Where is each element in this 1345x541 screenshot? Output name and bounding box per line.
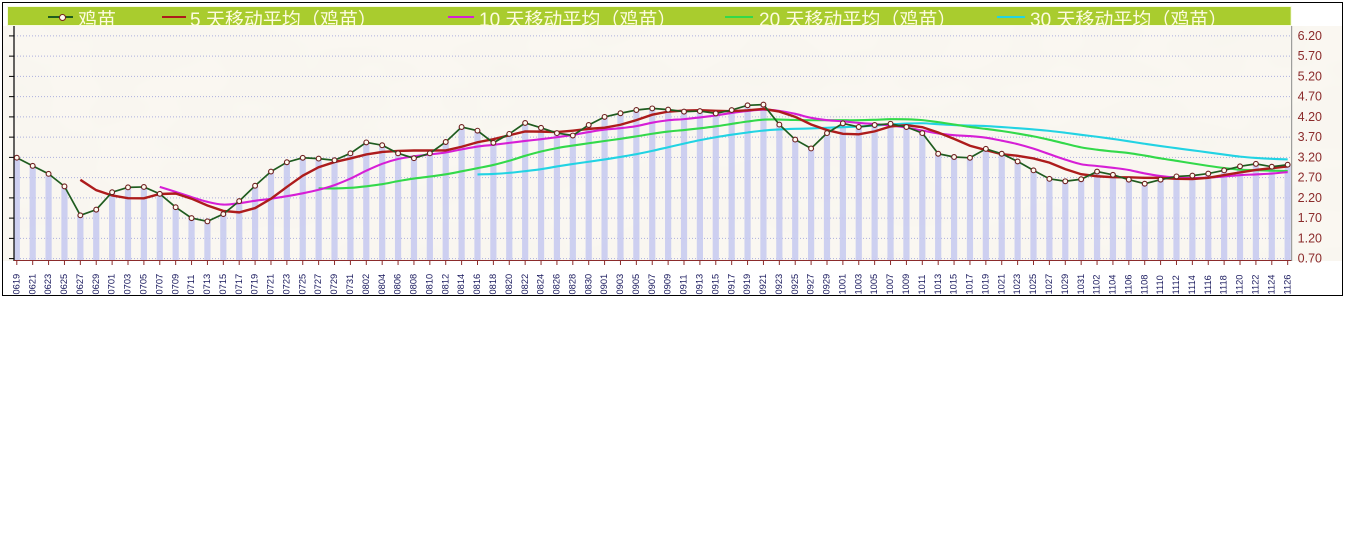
svg-text:1108: 1108 xyxy=(1139,275,1149,295)
svg-text:1013: 1013 xyxy=(933,274,943,295)
svg-text:0729: 0729 xyxy=(329,274,339,295)
svg-text:0705: 0705 xyxy=(138,274,148,295)
svg-text:2.70: 2.70 xyxy=(1298,171,1322,185)
svg-text:1106: 1106 xyxy=(1123,275,1133,295)
svg-text:0830: 0830 xyxy=(583,274,593,295)
svg-text:0905: 0905 xyxy=(631,274,641,295)
svg-text:0.70: 0.70 xyxy=(1298,252,1322,266)
svg-text:1003: 1003 xyxy=(853,274,863,295)
svg-text:0814: 0814 xyxy=(456,274,466,295)
svg-text:1015: 1015 xyxy=(949,274,959,295)
svg-text:1114: 1114 xyxy=(1187,275,1197,294)
svg-text:0929: 0929 xyxy=(822,274,832,295)
svg-text:0911: 0911 xyxy=(679,275,689,295)
svg-text:1005: 1005 xyxy=(869,274,879,295)
svg-text:0919: 0919 xyxy=(742,274,752,295)
svg-text:0925: 0925 xyxy=(790,274,800,295)
svg-text:4.20: 4.20 xyxy=(1298,110,1322,124)
svg-text:1112: 1112 xyxy=(1171,275,1181,294)
svg-text:0623: 0623 xyxy=(43,274,53,295)
svg-text:1021: 1021 xyxy=(996,274,1006,295)
svg-text:1029: 1029 xyxy=(1060,274,1070,295)
svg-text:0921: 0921 xyxy=(758,274,768,295)
svg-text:0703: 0703 xyxy=(123,274,133,295)
svg-text:0816: 0816 xyxy=(472,274,482,295)
svg-text:5.70: 5.70 xyxy=(1298,49,1322,63)
svg-text:0822: 0822 xyxy=(520,274,530,295)
svg-text:0701: 0701 xyxy=(107,274,117,295)
svg-text:0619: 0619 xyxy=(11,274,21,295)
svg-text:0826: 0826 xyxy=(552,274,562,295)
svg-text:0901: 0901 xyxy=(599,274,609,295)
svg-text:0810: 0810 xyxy=(424,274,434,295)
svg-text:0627: 0627 xyxy=(75,274,85,295)
svg-text:0721: 0721 xyxy=(266,274,276,295)
svg-text:1124: 1124 xyxy=(1266,275,1276,295)
svg-text:1122: 1122 xyxy=(1251,275,1261,295)
svg-text:1001: 1001 xyxy=(837,274,847,295)
svg-text:1023: 1023 xyxy=(1012,274,1022,295)
svg-text:1007: 1007 xyxy=(885,274,895,295)
svg-text:0927: 0927 xyxy=(806,274,816,295)
svg-text:0917: 0917 xyxy=(726,274,736,295)
svg-text:0907: 0907 xyxy=(647,274,657,295)
svg-text:5.20: 5.20 xyxy=(1298,69,1322,83)
svg-text:0804: 0804 xyxy=(377,274,387,295)
svg-text:0828: 0828 xyxy=(567,274,577,295)
svg-text:6.20: 6.20 xyxy=(1298,29,1322,43)
svg-text:4.70: 4.70 xyxy=(1298,90,1322,104)
svg-text:0621: 0621 xyxy=(27,274,37,295)
svg-text:1009: 1009 xyxy=(901,274,911,295)
svg-text:0727: 0727 xyxy=(313,274,323,295)
svg-text:0802: 0802 xyxy=(361,274,371,295)
svg-text:1031: 1031 xyxy=(1076,274,1086,295)
svg-text:0806: 0806 xyxy=(393,274,403,295)
svg-text:0818: 0818 xyxy=(488,274,498,295)
svg-text:0923: 0923 xyxy=(774,274,784,295)
svg-text:1025: 1025 xyxy=(1028,274,1038,295)
svg-text:1019: 1019 xyxy=(980,274,990,295)
svg-text:0709: 0709 xyxy=(170,274,180,295)
svg-text:3.20: 3.20 xyxy=(1298,150,1322,164)
svg-text:0808: 0808 xyxy=(409,274,419,295)
svg-text:1011: 1011 xyxy=(917,275,927,295)
svg-text:0909: 0909 xyxy=(663,274,673,295)
svg-text:0715: 0715 xyxy=(218,274,228,295)
svg-text:1104: 1104 xyxy=(1108,275,1118,295)
svg-text:1120: 1120 xyxy=(1235,275,1245,295)
svg-text:0629: 0629 xyxy=(91,274,101,295)
svg-text:0903: 0903 xyxy=(615,274,625,295)
svg-text:1118: 1118 xyxy=(1219,275,1229,294)
svg-text:0717: 0717 xyxy=(234,274,244,295)
svg-text:0913: 0913 xyxy=(695,274,705,295)
svg-text:0625: 0625 xyxy=(59,274,69,295)
svg-text:0707: 0707 xyxy=(154,274,164,295)
svg-text:0719: 0719 xyxy=(250,274,260,295)
svg-text:1126: 1126 xyxy=(1282,275,1292,295)
svg-text:1027: 1027 xyxy=(1044,274,1054,295)
svg-text:0725: 0725 xyxy=(297,274,307,295)
svg-text:2.20: 2.20 xyxy=(1298,191,1322,205)
svg-text:1110: 1110 xyxy=(1155,275,1165,294)
svg-text:1102: 1102 xyxy=(1092,275,1102,295)
svg-text:0820: 0820 xyxy=(504,274,514,295)
svg-text:0824: 0824 xyxy=(536,274,546,295)
svg-text:0711: 0711 xyxy=(186,275,196,295)
svg-text:3.70: 3.70 xyxy=(1298,130,1322,144)
svg-text:1017: 1017 xyxy=(965,274,975,295)
svg-text:0915: 0915 xyxy=(710,274,720,295)
svg-text:0731: 0731 xyxy=(345,274,355,295)
svg-text:0723: 0723 xyxy=(281,274,291,295)
svg-text:1116: 1116 xyxy=(1203,275,1213,294)
svg-text:0812: 0812 xyxy=(440,274,450,295)
svg-text:1.20: 1.20 xyxy=(1298,231,1322,245)
svg-text:1.70: 1.70 xyxy=(1298,211,1322,225)
svg-text:0713: 0713 xyxy=(202,274,212,295)
